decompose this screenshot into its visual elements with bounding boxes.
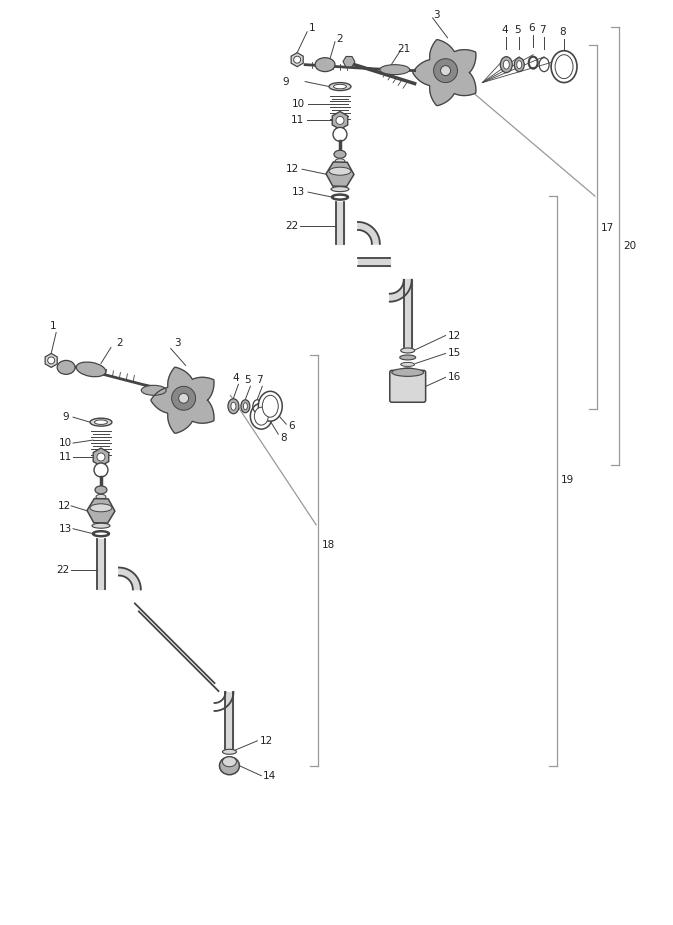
Ellipse shape xyxy=(329,167,351,175)
Polygon shape xyxy=(97,538,105,589)
Text: 6: 6 xyxy=(288,421,295,431)
Text: 12: 12 xyxy=(285,165,299,174)
Text: 8: 8 xyxy=(280,433,287,443)
Ellipse shape xyxy=(250,403,273,429)
Text: 20: 20 xyxy=(623,240,636,251)
Polygon shape xyxy=(390,279,412,302)
Text: 9: 9 xyxy=(63,413,69,422)
Text: 19: 19 xyxy=(561,475,574,485)
Ellipse shape xyxy=(400,363,415,366)
Ellipse shape xyxy=(400,348,415,353)
Text: 22: 22 xyxy=(57,564,70,574)
Circle shape xyxy=(94,463,108,477)
Text: 12: 12 xyxy=(57,500,71,511)
Text: 5: 5 xyxy=(514,25,520,35)
Circle shape xyxy=(97,453,105,461)
Text: 5: 5 xyxy=(244,376,250,386)
Text: 7: 7 xyxy=(256,376,262,386)
Circle shape xyxy=(333,128,347,142)
Text: 21: 21 xyxy=(398,43,411,54)
Ellipse shape xyxy=(392,368,423,376)
Polygon shape xyxy=(151,367,214,433)
Text: 10: 10 xyxy=(59,438,72,448)
Text: 3: 3 xyxy=(174,339,180,349)
Ellipse shape xyxy=(334,84,347,89)
Text: 4: 4 xyxy=(501,25,507,35)
Ellipse shape xyxy=(331,187,349,191)
Ellipse shape xyxy=(514,57,524,71)
Ellipse shape xyxy=(241,400,250,413)
Ellipse shape xyxy=(329,82,351,91)
Text: 13: 13 xyxy=(291,187,305,197)
Text: 16: 16 xyxy=(448,373,461,382)
Text: 11: 11 xyxy=(59,452,72,462)
Text: 4: 4 xyxy=(232,374,239,383)
Text: 14: 14 xyxy=(263,771,277,781)
Polygon shape xyxy=(358,258,390,265)
Circle shape xyxy=(172,387,196,410)
Ellipse shape xyxy=(228,399,239,413)
Ellipse shape xyxy=(90,418,112,426)
Circle shape xyxy=(441,66,450,76)
Text: 7: 7 xyxy=(539,25,545,35)
Ellipse shape xyxy=(223,757,236,767)
Text: 13: 13 xyxy=(59,524,72,534)
Text: 12: 12 xyxy=(259,736,273,746)
Ellipse shape xyxy=(400,355,416,360)
Text: 2: 2 xyxy=(336,33,343,43)
Text: 17: 17 xyxy=(601,223,614,233)
Polygon shape xyxy=(404,279,412,348)
Text: 9: 9 xyxy=(282,77,289,87)
FancyBboxPatch shape xyxy=(390,370,425,402)
Ellipse shape xyxy=(94,420,108,425)
Ellipse shape xyxy=(141,386,166,395)
Ellipse shape xyxy=(517,61,522,68)
Text: 18: 18 xyxy=(322,539,335,549)
Circle shape xyxy=(293,56,301,63)
Polygon shape xyxy=(225,692,234,749)
Polygon shape xyxy=(119,568,141,589)
Ellipse shape xyxy=(334,150,346,158)
Ellipse shape xyxy=(231,402,236,410)
Text: 12: 12 xyxy=(448,330,461,340)
Polygon shape xyxy=(413,40,476,105)
Ellipse shape xyxy=(95,486,107,494)
Text: 8: 8 xyxy=(559,27,565,37)
Ellipse shape xyxy=(555,55,573,79)
Text: 22: 22 xyxy=(285,221,299,231)
Ellipse shape xyxy=(254,407,269,426)
Ellipse shape xyxy=(96,494,106,500)
Ellipse shape xyxy=(76,362,106,376)
Ellipse shape xyxy=(90,504,112,512)
Ellipse shape xyxy=(503,60,509,69)
Text: 6: 6 xyxy=(528,23,534,32)
Text: 3: 3 xyxy=(433,10,440,19)
Polygon shape xyxy=(336,202,344,244)
Circle shape xyxy=(433,58,458,82)
Ellipse shape xyxy=(315,57,335,71)
Ellipse shape xyxy=(244,402,248,410)
Polygon shape xyxy=(358,222,380,244)
Circle shape xyxy=(178,393,188,403)
Text: 15: 15 xyxy=(448,349,461,359)
Ellipse shape xyxy=(262,395,278,417)
Text: 10: 10 xyxy=(291,100,305,109)
Ellipse shape xyxy=(400,368,416,373)
Circle shape xyxy=(336,117,344,124)
Text: 1: 1 xyxy=(50,321,57,330)
Text: 1: 1 xyxy=(309,23,316,32)
Ellipse shape xyxy=(92,524,110,528)
Ellipse shape xyxy=(500,56,512,73)
Ellipse shape xyxy=(219,757,240,775)
Ellipse shape xyxy=(335,159,345,164)
Ellipse shape xyxy=(223,749,236,754)
Circle shape xyxy=(48,357,55,364)
Ellipse shape xyxy=(57,361,75,375)
Ellipse shape xyxy=(258,391,282,421)
Text: 2: 2 xyxy=(116,339,122,349)
Ellipse shape xyxy=(380,65,410,75)
Text: 11: 11 xyxy=(291,116,304,126)
Ellipse shape xyxy=(551,51,577,82)
